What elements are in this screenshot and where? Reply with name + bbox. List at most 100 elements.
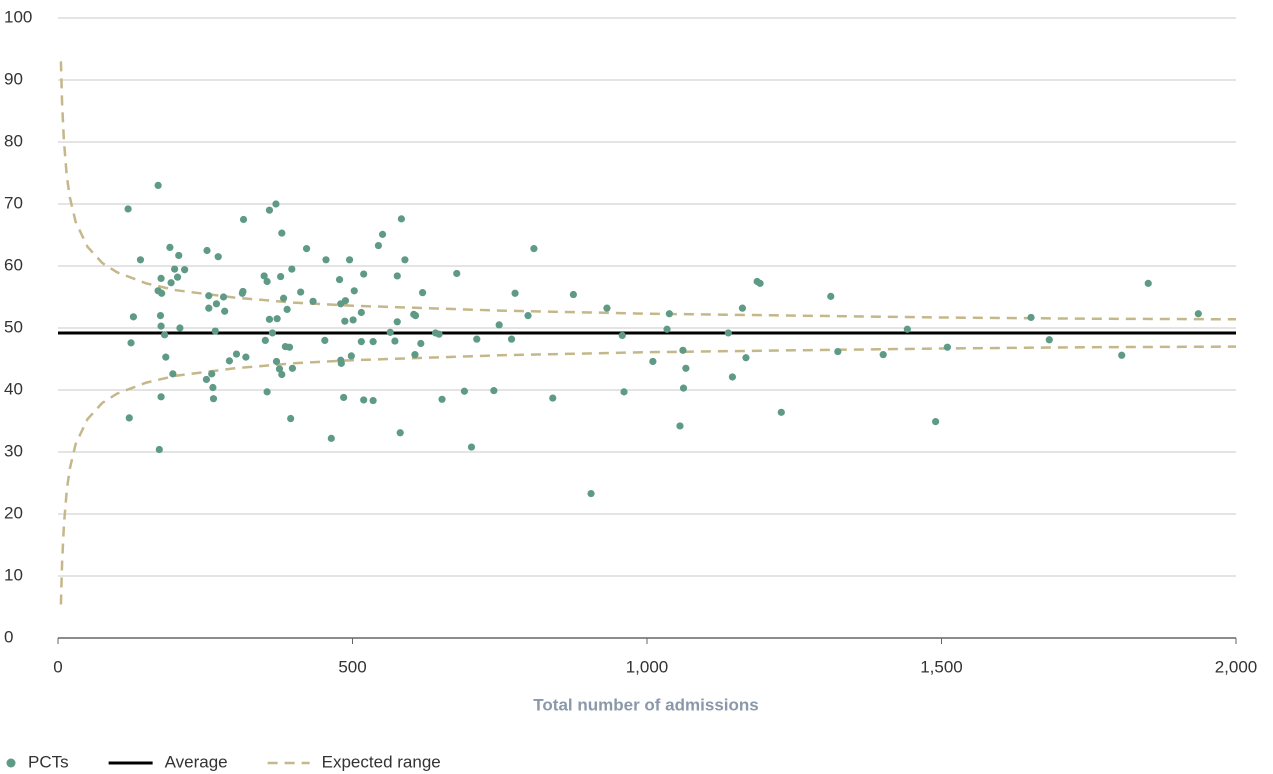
point xyxy=(341,317,349,325)
point xyxy=(417,339,425,348)
point xyxy=(1118,351,1126,359)
point xyxy=(302,245,311,253)
point xyxy=(827,292,835,300)
point xyxy=(260,272,268,280)
point xyxy=(156,312,165,320)
point xyxy=(219,293,228,301)
point xyxy=(1027,313,1035,322)
point xyxy=(288,265,296,273)
point xyxy=(205,292,213,300)
point xyxy=(173,273,182,281)
x-tick-label: 1,000 xyxy=(626,657,669,676)
point xyxy=(239,287,247,296)
x-tick-label: 0 xyxy=(53,657,62,676)
point xyxy=(742,354,750,362)
point xyxy=(205,304,213,312)
point xyxy=(212,300,221,308)
point xyxy=(467,443,476,451)
point xyxy=(932,418,940,426)
x-tick-label: 2,000 xyxy=(1215,657,1258,676)
point xyxy=(162,353,170,361)
point xyxy=(157,393,165,401)
point xyxy=(277,272,285,281)
point xyxy=(221,307,229,315)
point xyxy=(209,383,217,392)
point xyxy=(309,297,317,305)
point xyxy=(903,325,911,333)
point xyxy=(337,356,345,364)
point xyxy=(208,370,216,378)
point xyxy=(166,243,174,251)
point xyxy=(401,256,409,264)
point xyxy=(943,343,951,351)
point xyxy=(181,266,189,274)
point xyxy=(202,375,211,384)
legend-marker xyxy=(6,758,16,768)
y-tick-label: 70 xyxy=(4,193,23,212)
y-tick-label: 60 xyxy=(4,255,23,274)
point xyxy=(511,289,519,297)
point xyxy=(242,353,250,361)
point xyxy=(287,414,295,423)
point xyxy=(273,315,281,323)
y-tick-label: 20 xyxy=(4,503,23,522)
point xyxy=(154,287,162,295)
point xyxy=(350,287,358,295)
x-tick-label: 1,500 xyxy=(920,657,963,676)
point xyxy=(357,308,365,317)
point xyxy=(357,338,365,346)
point xyxy=(603,304,611,312)
point xyxy=(154,181,162,189)
point xyxy=(278,229,286,237)
point xyxy=(587,489,595,498)
point xyxy=(378,230,387,238)
point xyxy=(321,336,329,344)
y-tick-label: 0 xyxy=(4,627,13,646)
point xyxy=(285,343,294,351)
point xyxy=(879,351,887,359)
point xyxy=(297,288,305,296)
point xyxy=(279,294,288,302)
y-tick-label: 90 xyxy=(4,69,23,88)
point xyxy=(396,429,404,437)
y-tick-label: 50 xyxy=(4,317,23,336)
point xyxy=(157,322,165,330)
point xyxy=(620,388,628,396)
point xyxy=(369,396,377,405)
y-tick-label: 30 xyxy=(4,441,23,460)
point xyxy=(176,324,184,332)
point xyxy=(263,388,271,396)
point xyxy=(1194,310,1202,318)
point xyxy=(124,205,132,213)
expected-range-lower xyxy=(59,345,1237,605)
point xyxy=(679,346,687,354)
point xyxy=(288,364,297,372)
point xyxy=(834,347,842,356)
point xyxy=(507,335,516,343)
point xyxy=(360,396,368,404)
point xyxy=(263,277,271,286)
point xyxy=(175,251,183,260)
point xyxy=(386,328,394,336)
point xyxy=(393,318,401,326)
legend-label: Average xyxy=(165,752,228,771)
point xyxy=(418,289,427,297)
point xyxy=(618,331,626,340)
point xyxy=(157,274,165,282)
point xyxy=(268,329,276,337)
point xyxy=(360,270,368,278)
point xyxy=(125,414,133,422)
point xyxy=(347,352,355,360)
x-axis-label: Total number of admissions xyxy=(533,695,758,714)
point xyxy=(327,434,335,442)
point xyxy=(460,387,469,395)
point xyxy=(374,241,383,250)
point xyxy=(665,310,673,318)
point xyxy=(265,206,274,214)
point xyxy=(161,331,169,339)
point xyxy=(549,394,557,402)
point xyxy=(169,370,177,378)
point xyxy=(393,272,401,280)
point xyxy=(225,357,233,365)
